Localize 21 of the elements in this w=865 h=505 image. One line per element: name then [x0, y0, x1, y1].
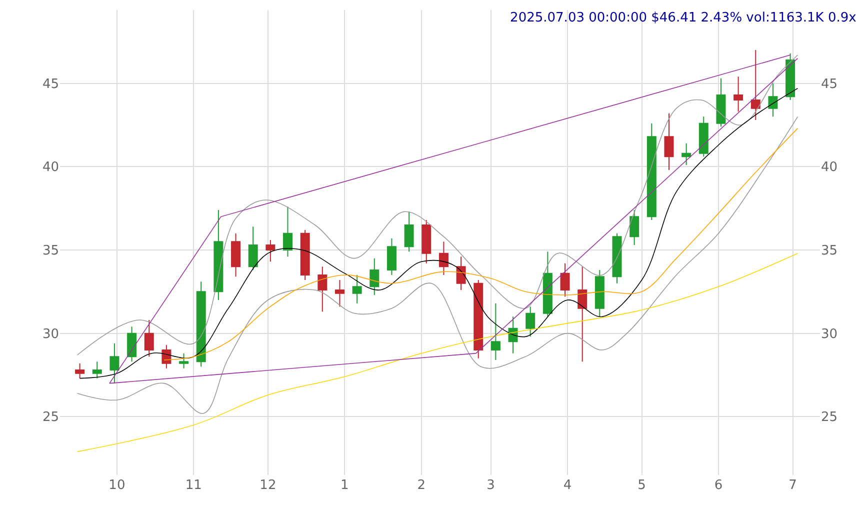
y2-tick-label: 40 [821, 160, 838, 176]
x-tick-label: 3 [486, 478, 495, 493]
x-tick-label: 5 [638, 478, 646, 493]
y-tick-label: 25 [42, 410, 59, 426]
x-tick-label: 6 [714, 478, 723, 493]
chart-title: 2025.07.03 00:00:00 $46.41 2.43% vol:1163.1K 0.9x [510, 10, 857, 26]
y-tick-label: 30 [42, 326, 59, 342]
y-tick-label: 35 [42, 244, 59, 259]
x-tick-label: 4 [563, 478, 572, 493]
x-tick-label: 2 [417, 478, 426, 493]
y-tick-label: 45 [42, 76, 59, 92]
y2-tick-label: 30 [821, 326, 838, 342]
y2-tick-label: 35 [821, 244, 838, 259]
x-tick-label: 12 [260, 478, 276, 493]
x-tick-label: 7 [788, 478, 797, 493]
x-tick-label: 10 [108, 478, 126, 493]
x-tick-label: 1 [340, 478, 349, 493]
y2-tick-label: 45 [821, 76, 838, 92]
y2-tick-label: 25 [821, 410, 838, 426]
x-tick-label: 11 [185, 478, 202, 493]
y-tick-label: 40 [42, 160, 59, 176]
